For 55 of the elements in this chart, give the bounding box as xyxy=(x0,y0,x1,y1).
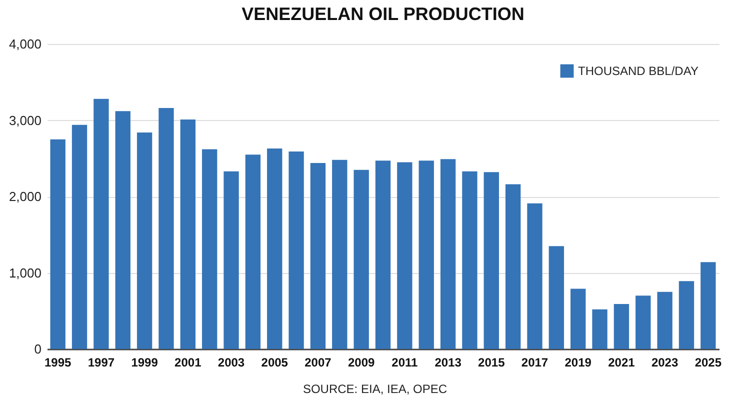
bar xyxy=(202,149,218,349)
bar xyxy=(505,184,521,349)
bar xyxy=(397,162,412,349)
x-tick-label: 2015 xyxy=(478,356,506,370)
y-tick-label: 0 xyxy=(34,342,42,356)
y-tick-label: 4,000 xyxy=(8,36,42,52)
bar xyxy=(462,171,478,349)
x-tick-label: 2003 xyxy=(218,356,245,370)
bar xyxy=(354,170,369,349)
bar xyxy=(570,288,586,349)
x-tick-label: 2021 xyxy=(608,356,636,370)
bar xyxy=(657,292,672,349)
x-tick-label: 1999 xyxy=(131,356,158,370)
bar xyxy=(72,124,88,349)
x-tick-label: 2017 xyxy=(521,356,548,370)
legend-label: THOUSAND BBL/DAY xyxy=(578,64,698,78)
bar xyxy=(245,154,261,349)
bar xyxy=(332,160,348,349)
x-tick-label: 2001 xyxy=(174,356,202,370)
bar xyxy=(484,172,499,349)
bar xyxy=(614,304,630,349)
x-tick-label: 2025 xyxy=(694,356,722,370)
bar xyxy=(224,171,239,349)
bar xyxy=(310,162,326,349)
bar xyxy=(115,111,130,349)
x-tick-label: 1997 xyxy=(88,356,115,370)
y-tick-label: 1,000 xyxy=(8,265,42,280)
x-tick-label: 2019 xyxy=(564,356,592,370)
bar xyxy=(180,119,196,349)
bar xyxy=(418,160,434,349)
x-tick-label: 1995 xyxy=(44,356,72,370)
source-note: SOURCE: EIA, IEA, OPEC xyxy=(302,382,448,396)
x-tick-label: 2007 xyxy=(304,356,332,370)
bar xyxy=(700,262,716,349)
y-tick-label: 2,000 xyxy=(8,189,42,204)
x-tick-label: 2011 xyxy=(392,356,418,370)
bar xyxy=(136,132,152,349)
bar xyxy=(50,139,66,349)
bar xyxy=(288,152,304,349)
bar xyxy=(158,108,174,349)
y-tick-label: 3,000 xyxy=(8,112,42,128)
x-tick-label: 2023 xyxy=(651,356,678,370)
bar xyxy=(592,309,608,349)
bar xyxy=(267,148,282,349)
x-tick-label: 2009 xyxy=(348,356,375,370)
bar xyxy=(440,159,456,349)
chart-title: VENEZUELAN OIL PRODUCTION xyxy=(242,4,524,24)
x-tick-label: 2013 xyxy=(434,356,462,370)
x-tick-label: 2005 xyxy=(261,356,288,370)
bar xyxy=(678,281,694,349)
bar xyxy=(94,98,109,349)
bar xyxy=(636,296,651,349)
bar xyxy=(548,246,564,349)
bar xyxy=(527,203,542,349)
bar xyxy=(375,160,391,349)
